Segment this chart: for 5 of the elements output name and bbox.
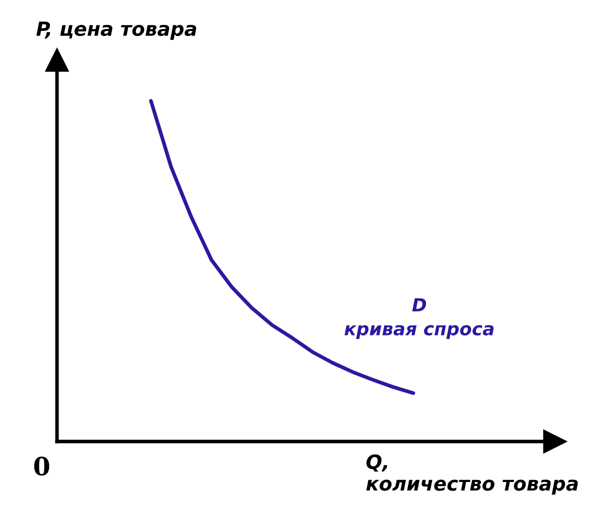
y-axis-title: P, цена товара [36,22,196,40]
text: D [412,298,426,312]
x-axis-title: Q, количество товара [366,454,578,495]
text: 0 [34,456,50,476]
annotation: кривая спроса [344,325,494,339]
